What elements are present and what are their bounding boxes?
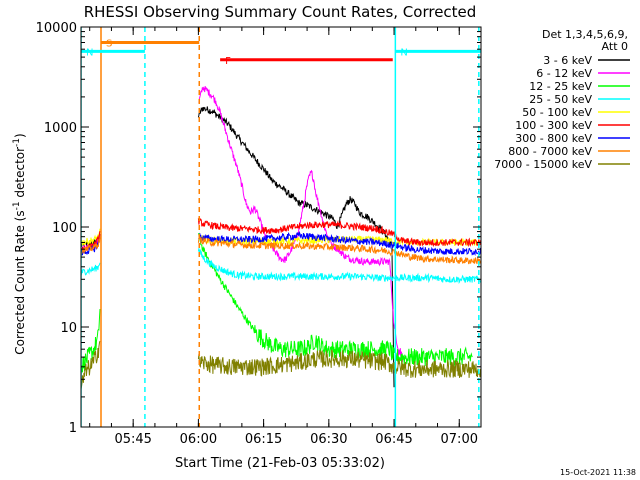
x-tick-label-3: 06:30 bbox=[310, 432, 347, 447]
ylabel-sup-1: -1 bbox=[12, 201, 22, 210]
series-line-7 bbox=[81, 235, 481, 265]
legend-label-0: 3 - 6 keV bbox=[543, 54, 592, 67]
y-tick-label-3: 1000 bbox=[44, 121, 77, 136]
ylabel-end: ) bbox=[13, 133, 27, 138]
y-tick-label-4: 10000 bbox=[36, 21, 77, 36]
legend-label-7: 800 - 7000 keV bbox=[508, 145, 592, 158]
plot-area: S N N F bbox=[81, 27, 481, 427]
flag-label-n-2: N bbox=[400, 47, 407, 58]
series-line-3 bbox=[81, 248, 481, 285]
flag-label-f-3: F bbox=[225, 56, 231, 67]
x-tick-label-2: 06:15 bbox=[245, 432, 282, 447]
y-tick-label-1: 10 bbox=[60, 321, 77, 336]
legend-label-3: 25 - 50 keV bbox=[529, 93, 592, 106]
legend-label-6: 300 - 800 keV bbox=[515, 132, 592, 145]
x-axis-label: Start Time (21-Feb-03 05:33:02) bbox=[175, 456, 385, 471]
series-line-2 bbox=[81, 232, 473, 375]
legend-label-5: 100 - 300 keV bbox=[515, 119, 592, 132]
y-tick-label-0: 1 bbox=[69, 421, 77, 436]
legend-header-line-1: Det 1,3,4,5,6,9, bbox=[542, 28, 628, 41]
x-tick-label-4: 06:45 bbox=[375, 432, 412, 447]
legend-label-2: 12 - 25 keV bbox=[529, 80, 592, 93]
flag-label-s-0: S bbox=[106, 38, 112, 49]
y-axis-label: Corrected Count Rate (s-1 detector-1) bbox=[12, 133, 27, 354]
legend-header-line-2: Att 0 bbox=[602, 40, 628, 53]
flag-label-n-1: N bbox=[86, 47, 93, 58]
series-line-8 bbox=[81, 340, 481, 390]
legend-label-1: 6 - 12 keV bbox=[536, 67, 592, 80]
timestamp: 15-Oct-2021 11:38 bbox=[560, 468, 636, 477]
chart-title: RHESSI Observing Summary Count Rates, Co… bbox=[84, 3, 477, 21]
x-tick-label-1: 06:00 bbox=[180, 432, 217, 447]
ylabel-main: Corrected Count Rate (s bbox=[13, 210, 27, 354]
legend-label-8: 7000 - 15000 keV bbox=[494, 158, 592, 171]
ylabel-mid: detector bbox=[13, 147, 27, 202]
ylabel-sup-2: -1 bbox=[12, 138, 22, 147]
x-tick-label-5: 07:00 bbox=[441, 432, 478, 447]
axes: 1 10 100 1000 10000 05:45 06:00 06:15 06:30 06:45… bbox=[36, 21, 482, 447]
y-tick-label-2: 100 bbox=[52, 221, 77, 236]
x-tick-label-0: 05:45 bbox=[114, 432, 151, 447]
legend-label-4: 50 - 100 keV bbox=[522, 106, 592, 119]
